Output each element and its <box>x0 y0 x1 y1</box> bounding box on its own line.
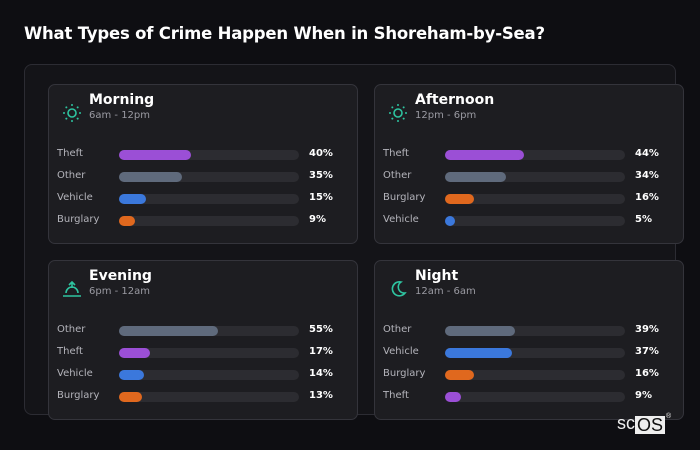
bar-row: Vehicle 37% <box>383 346 673 360</box>
bar-row: Theft 9% <box>383 390 673 404</box>
panel-title: Evening <box>89 268 152 284</box>
bar-label: Other <box>57 324 86 335</box>
bar-value-label: 55% <box>309 324 333 335</box>
bar-row: Vehicle 5% <box>383 214 673 228</box>
bar-value-label: 13% <box>309 390 333 401</box>
bar-row: Other 55% <box>57 324 347 338</box>
bar <box>445 172 507 182</box>
bar-label: Vehicle <box>383 346 419 357</box>
bar-track <box>445 194 625 204</box>
bar-row: Theft 44% <box>383 148 673 162</box>
bar-label: Theft <box>383 390 409 401</box>
bar-track <box>445 370 625 380</box>
moon-icon <box>391 281 407 297</box>
bar <box>119 150 191 160</box>
bar-label: Other <box>57 170 86 181</box>
sun-icon <box>389 104 407 122</box>
bar-label: Vehicle <box>57 368 93 379</box>
bar-value-label: 14% <box>309 368 333 379</box>
bar-label: Theft <box>57 148 83 159</box>
bar-value-label: 9% <box>635 390 652 401</box>
bar <box>119 216 136 226</box>
bar-track <box>119 216 299 226</box>
panel-afternoon: Afternoon 12pm - 6pm Theft 44% Other 34%… <box>374 84 684 244</box>
panel-time-range: 6am - 12pm <box>89 110 151 121</box>
bar-track <box>119 172 299 182</box>
bar <box>119 172 182 182</box>
bar-track <box>445 326 625 336</box>
bar-value-label: 39% <box>635 324 659 335</box>
panel-morning: Morning 6am - 12pm Theft 40% Other 35% V… <box>48 84 358 244</box>
bar-value-label: 15% <box>309 192 333 203</box>
bar-label: Vehicle <box>383 214 419 225</box>
bar-track <box>445 150 625 160</box>
bar-label: Other <box>383 170 412 181</box>
bar-track <box>445 172 625 182</box>
bar <box>445 150 525 160</box>
panel-night: Night 12am - 6am Other 39% Vehicle 37% B… <box>374 260 684 420</box>
bar-row: Theft 17% <box>57 346 347 360</box>
bar-row: Vehicle 15% <box>57 192 347 206</box>
bar-label: Theft <box>383 148 409 159</box>
bar <box>119 348 150 358</box>
bar-value-label: 44% <box>635 148 659 159</box>
bar-track <box>119 370 299 380</box>
bar-label: Burglary <box>383 192 426 203</box>
bar <box>445 194 474 204</box>
bar-row: Theft 40% <box>57 148 347 162</box>
bar <box>445 216 455 226</box>
bar-label: Vehicle <box>57 192 93 203</box>
bar-track <box>119 150 299 160</box>
panel-title: Morning <box>89 92 155 108</box>
bar-row: Burglary 13% <box>57 390 347 404</box>
bar-track <box>119 348 299 358</box>
bar <box>445 326 516 336</box>
chart-title: What Types of Crime Happen When in Shore… <box>24 24 545 43</box>
bar <box>445 348 512 358</box>
panel-title: Night <box>415 268 459 284</box>
bar <box>445 392 462 402</box>
bar-row: Other 39% <box>383 324 673 338</box>
panel-evening: Evening 6pm - 12am Other 55% Theft 17% V… <box>48 260 358 420</box>
sunset-icon <box>63 280 81 297</box>
bar-value-label: 16% <box>635 368 659 379</box>
bar <box>119 194 146 204</box>
bar-row: Burglary 9% <box>57 214 347 228</box>
bar-label: Burglary <box>57 214 100 225</box>
bar <box>119 370 145 380</box>
panel-time-range: 12am - 6am <box>415 286 476 297</box>
bar-track <box>119 326 299 336</box>
bar-label: Other <box>383 324 412 335</box>
panel-title: Afternoon <box>415 92 495 108</box>
bar <box>119 326 218 336</box>
bar-value-label: 34% <box>635 170 659 181</box>
bar-row: Other 35% <box>57 170 347 184</box>
bar-value-label: 40% <box>309 148 333 159</box>
bar-row: Burglary 16% <box>383 368 673 382</box>
bar-track <box>445 216 625 226</box>
bar-label: Burglary <box>57 390 100 401</box>
bar <box>119 392 143 402</box>
scos-logo: sc OS ® <box>617 413 672 435</box>
bar-track <box>119 392 299 402</box>
bar <box>445 370 474 380</box>
bar-value-label: 37% <box>635 346 659 357</box>
bar-value-label: 5% <box>635 214 652 225</box>
bar-track <box>445 392 625 402</box>
bar-track <box>119 194 299 204</box>
bar-row: Vehicle 14% <box>57 368 347 382</box>
bar-value-label: 17% <box>309 346 333 357</box>
bar-value-label: 16% <box>635 192 659 203</box>
sun-icon <box>63 104 81 122</box>
bar-value-label: 9% <box>309 214 326 225</box>
bar-track <box>445 348 625 358</box>
bar-row: Burglary 16% <box>383 192 673 206</box>
bar-label: Burglary <box>383 368 426 379</box>
panel-time-range: 6pm - 12am <box>89 286 151 297</box>
panel-time-range: 12pm - 6pm <box>415 110 477 121</box>
bar-value-label: 35% <box>309 170 333 181</box>
bar-row: Other 34% <box>383 170 673 184</box>
bar-label: Theft <box>57 346 83 357</box>
